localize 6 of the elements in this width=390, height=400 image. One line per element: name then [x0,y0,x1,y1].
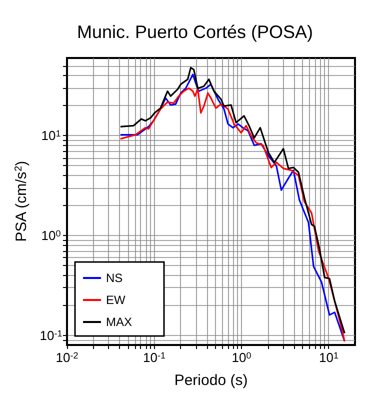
chart-title: Munic. Puerto Cortés (POSA) [76,22,314,42]
x-axis-title: Periodo (s) [174,372,248,389]
legend-label: MAX [106,315,132,329]
legend-label: EW [106,293,126,307]
legend-label: NS [106,271,123,285]
y-axis-title: PSA (cm/s2) [12,160,30,242]
